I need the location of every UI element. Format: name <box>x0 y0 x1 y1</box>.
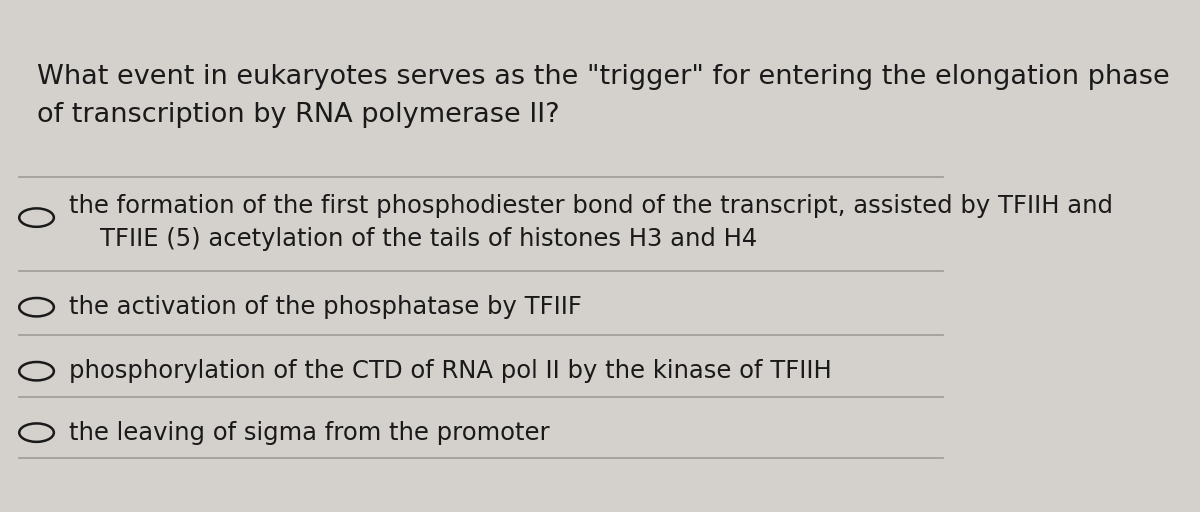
Text: phosphorylation of the CTD of RNA pol II by the kinase of TFIIH: phosphorylation of the CTD of RNA pol II… <box>70 359 832 383</box>
Text: What event in eukaryotes serves as the "trigger" for entering the elongation pha: What event in eukaryotes serves as the "… <box>36 64 1169 128</box>
Text: the formation of the first phosphodiester bond of the transcript, assisted by TF: the formation of the first phosphodieste… <box>70 194 1114 251</box>
Text: the leaving of sigma from the promoter: the leaving of sigma from the promoter <box>70 421 550 444</box>
Text: the activation of the phosphatase by TFIIF: the activation of the phosphatase by TFI… <box>70 295 582 319</box>
